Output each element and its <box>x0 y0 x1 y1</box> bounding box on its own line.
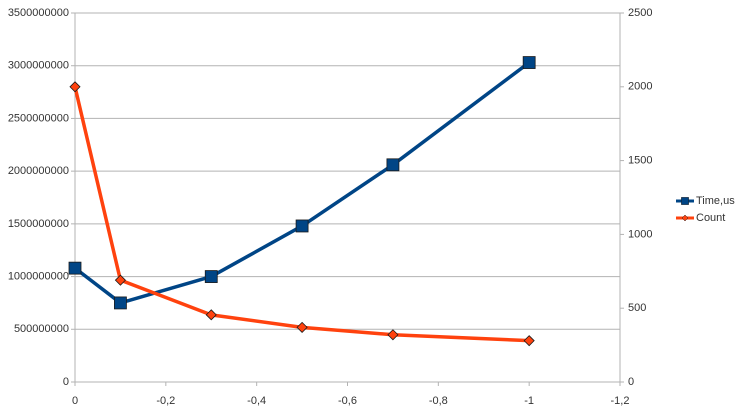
data-point <box>68 261 82 275</box>
data-point <box>523 335 535 347</box>
data-point <box>205 309 217 321</box>
data-point <box>386 158 400 172</box>
y2-tick-label: 500 <box>628 302 646 314</box>
x-tick-label: 0 <box>72 395 78 407</box>
y-tick-label: 1000000000 <box>8 270 69 282</box>
data-point <box>114 296 127 310</box>
legend-marker <box>681 214 689 222</box>
x-tick-label: -0,6 <box>338 395 357 407</box>
y-tick-label: 3500000000 <box>8 7 69 19</box>
y2-tick-label: 2000 <box>628 81 652 93</box>
data-point <box>296 321 308 333</box>
y-tick-label: 2000000000 <box>8 165 69 177</box>
series-line <box>73 86 530 343</box>
data-point <box>69 81 81 93</box>
data-point <box>295 219 309 233</box>
data-point <box>522 56 536 69</box>
legend-label: Time,us <box>696 195 735 207</box>
y-tick-label: 500000000 <box>14 323 69 335</box>
data-point <box>387 329 399 341</box>
legend-marker <box>681 197 689 205</box>
y-tick-label: 1500000000 <box>8 218 69 230</box>
x-tick-label: -0,2 <box>156 395 175 407</box>
y-tick-label: 2500000000 <box>8 112 69 124</box>
y2-tick-label: 1500 <box>628 155 652 167</box>
y2-tick-label: 0 <box>628 376 634 388</box>
data-point <box>204 270 218 283</box>
x-tick-label: -0,8 <box>429 395 448 407</box>
x-tick-label: -1 <box>524 395 534 407</box>
y-tick-label: 3000000000 <box>8 60 69 72</box>
x-tick-label: -1,2 <box>611 395 630 407</box>
series-line <box>73 61 531 305</box>
y2-tick-label: 2500 <box>628 7 652 19</box>
legend-label: Count <box>696 212 725 224</box>
y2-tick-label: 1000 <box>628 228 652 240</box>
y-tick-label: 0 <box>63 376 69 388</box>
data-point <box>114 274 126 286</box>
x-tick-label: -0,4 <box>247 395 266 407</box>
